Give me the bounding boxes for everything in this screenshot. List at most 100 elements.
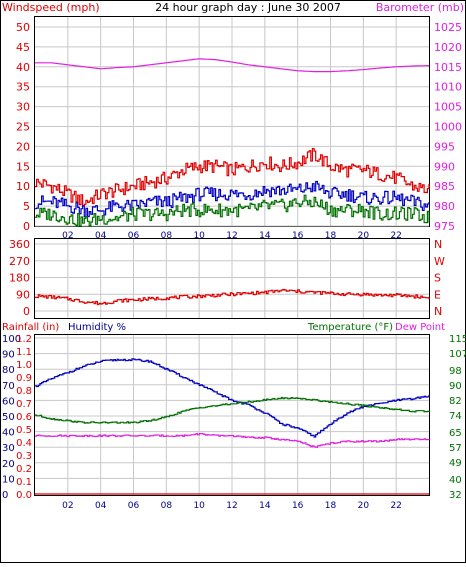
x-tick-label: 12 [226, 501, 237, 511]
barometer-tick-label: 1005 [434, 101, 462, 114]
compass-tick-label: E [434, 288, 441, 301]
temperature-axis-label: Temperature (°F) [307, 322, 393, 333]
windspeed-tick-label: 15 [16, 160, 30, 173]
temperature-tick-label: 98 [449, 366, 462, 377]
rainfall-tick-label: 0.7 [16, 399, 32, 410]
x-tick-label: 08 [161, 231, 173, 241]
windspeed-tick-label: 30 [16, 101, 30, 114]
x-tick-label: 08 [161, 501, 173, 511]
rainfall-ticks: 0.0 0.1 0.2 0.3 0.4 0.5 0.6 0.7 0.8 0.9 1.0 1.1 1.2 [16, 334, 32, 501]
dewpoint-axis-label: Dew Point [395, 322, 445, 333]
x-tick-label: 20 [358, 231, 370, 241]
x-tick-label: 06 [128, 501, 140, 511]
x-tick-label: 06 [128, 231, 140, 241]
windspeed-tick-label: 50 [16, 21, 30, 34]
rainfall-tick-label: 0.8 [16, 386, 32, 397]
temperature-ticks: 32 40 49 57 65 74 82 90 98 107 115 [449, 334, 466, 501]
windspeed-tick-label: 0 [23, 220, 30, 233]
temperature-tick-label: 49 [449, 458, 462, 469]
rainfall-tick-label: 1.2 [16, 334, 32, 345]
windspeed-tick-label: 25 [16, 121, 30, 134]
wind-direction-tick-label: 0 [23, 305, 30, 318]
wind-direction-ticks: 0 90 180 270 360 [9, 238, 30, 318]
humidity-tick-label: 40 [2, 428, 15, 439]
series-red-line [35, 288, 430, 306]
humidity-tick-label: 100 [2, 334, 21, 345]
temperature-tick-label: 57 [449, 443, 462, 454]
barometer-tick-label: 990 [434, 160, 455, 173]
wind-direction-tick-label: 180 [9, 272, 30, 285]
temperature-tick-label: 115 [449, 334, 466, 345]
x-tick-label: 22 [390, 501, 401, 511]
x-tick-label: 18 [325, 231, 337, 241]
rain-humidity-temp-grid [35, 335, 429, 495]
humidity-axis-label: Humidity % [68, 322, 126, 333]
series-blue-line [35, 180, 430, 218]
windspeed-tick-label: 10 [16, 180, 30, 193]
windspeed-tick-label: 20 [16, 140, 30, 153]
temperature-tick-label: 40 [449, 475, 462, 486]
rainfall-axis-label: Rainfall (in) [2, 322, 59, 333]
barometer-tick-label: 1000 [434, 121, 462, 134]
x-tick-label: 04 [95, 501, 107, 511]
wind-baro-series [35, 58, 430, 227]
rainfall-tick-label: 0.5 [16, 425, 32, 436]
wind-direction-tick-label: 90 [16, 288, 30, 301]
rainfall-tick-label: 0.1 [16, 477, 32, 488]
humidity-tick-label: 20 [2, 459, 15, 470]
series-red-line [35, 148, 430, 207]
x-tick-label: 20 [358, 501, 370, 511]
compass-tick-label: S [434, 272, 441, 285]
barometer-tick-label: 1015 [434, 61, 462, 74]
humidity-tick-label: 70 [2, 381, 15, 392]
humidity-tick-label: 0 [2, 490, 8, 501]
series-magenta-line [35, 433, 430, 448]
rainfall-tick-label: 0.0 [16, 490, 32, 501]
x-tick-label: 10 [193, 231, 205, 241]
barometer-tick-label: 985 [434, 180, 455, 193]
windspeed-ticks: 0 5 10 15 20 25 30 35 40 45 50 [16, 21, 30, 233]
series-green-line [35, 194, 430, 227]
wind-baro-x-ticks: 02 04 06 08 10 12 14 16 18 20 22 [62, 231, 402, 241]
windspeed-tick-label: 40 [16, 61, 30, 74]
series-magenta-line [35, 58, 429, 73]
rainfall-tick-label: 0.4 [16, 438, 32, 449]
barometer-tick-label: 995 [434, 140, 455, 153]
humidity-tick-label: 50 [2, 412, 15, 423]
rain-humidity-temp-x-ticks: 02 04 06 08 10 12 14 16 18 20 22 [62, 501, 402, 511]
x-tick-label: 16 [292, 231, 304, 241]
rainfall-tick-label: 1.1 [16, 347, 32, 358]
x-tick-label: 04 [95, 231, 107, 241]
x-tick-label: 16 [292, 501, 304, 511]
barometer-tick-label: 980 [434, 200, 455, 213]
temperature-tick-label: 82 [449, 396, 462, 407]
x-tick-label: 14 [259, 231, 271, 241]
barometer-tick-label: 975 [434, 220, 455, 233]
temperature-tick-label: 90 [449, 381, 462, 392]
series-blue-line [35, 358, 430, 438]
x-tick-label: 12 [226, 231, 237, 241]
page-title: 24 hour graph day : June 30 2007 [155, 1, 341, 14]
temperature-tick-label: 32 [449, 490, 462, 501]
temperature-tick-label: 107 [449, 349, 466, 360]
wind-direction-grid [35, 239, 429, 318]
temperature-tick-label: 74 [449, 411, 462, 422]
windspeed-tick-label: 5 [23, 200, 30, 213]
windspeed-axis-label: Windspeed (mph) [2, 1, 100, 14]
rainfall-tick-label: 0.6 [16, 412, 32, 423]
x-tick-label: 02 [62, 231, 73, 241]
humidity-ticks: 0 10 20 30 40 50 60 70 80 90 100 [2, 334, 21, 501]
rain-humidity-temp-series [35, 358, 430, 495]
rainfall-tick-label: 0.9 [16, 373, 32, 384]
humidity-tick-label: 60 [2, 396, 15, 407]
x-tick-label: 02 [62, 501, 73, 511]
barometer-axis-label: Barometer (mb) [376, 1, 464, 14]
series-green-line [35, 396, 430, 424]
humidity-tick-label: 90 [2, 350, 15, 361]
wind-direction-tick-label: 270 [9, 255, 30, 268]
rainfall-tick-label: 0.2 [16, 464, 32, 475]
rainfall-tick-label: 0.3 [16, 451, 32, 462]
x-tick-label: 18 [325, 501, 337, 511]
